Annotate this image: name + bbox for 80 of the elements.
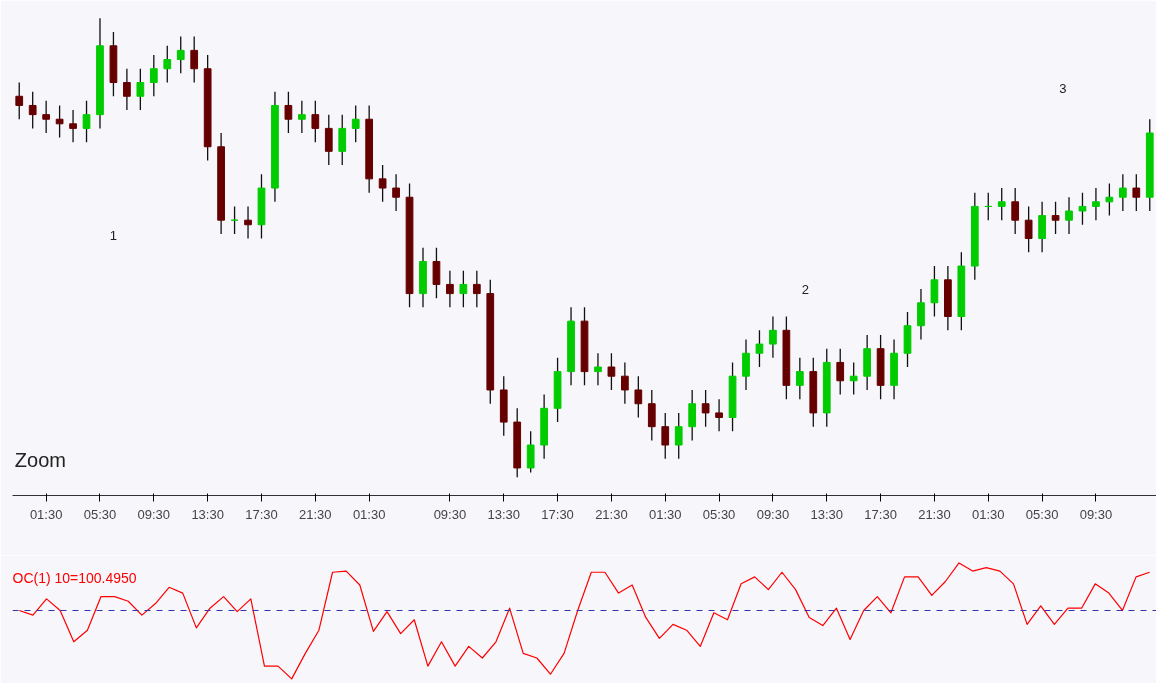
x-tick-label: 13:30: [487, 506, 521, 522]
x-tick-label: 01:30: [352, 506, 386, 522]
x-tick-label: 01:30: [648, 506, 682, 522]
candlestick: [338, 113, 347, 166]
candlestick: [472, 270, 481, 309]
candlestick: [688, 389, 697, 442]
x-tick-label: 13:30: [810, 506, 844, 522]
candlestick: [930, 265, 939, 318]
annotation: 3: [1059, 80, 1067, 96]
candlestick: [917, 288, 925, 341]
x-tick-label: 13:30: [191, 506, 224, 522]
candlestick: [769, 315, 777, 359]
candlestick: [392, 173, 400, 212]
candlestick: [324, 113, 333, 166]
x-tick-label: 05:30: [1025, 506, 1059, 522]
candlestick: [446, 270, 454, 309]
candlestick: [190, 35, 199, 84]
x-tick-label: 01:30: [29, 506, 63, 522]
candlestick: [298, 100, 306, 134]
candlestick: [459, 270, 468, 309]
candlestick: [647, 389, 656, 442]
x-tick-label: 21:30: [299, 506, 332, 522]
candlestick: [1065, 196, 1073, 235]
candlestick: [15, 81, 24, 120]
candlestick: [795, 357, 804, 400]
candlestick: [1078, 191, 1087, 226]
x-tick-label: 17:30: [541, 506, 574, 522]
candlestick: [634, 375, 643, 419]
x-tick-label: 17:30: [864, 506, 897, 522]
candlestick: [849, 361, 858, 396]
candlestick: [755, 329, 764, 368]
annotation: Zoom: [14, 448, 66, 471]
candlestick: [28, 91, 37, 130]
candlestick: [163, 45, 172, 84]
x-tick-label: 09:30: [756, 506, 790, 522]
candlestick: [661, 412, 670, 460]
candlestick: [715, 398, 723, 432]
candlestick: [1051, 201, 1060, 235]
x-tick-label: 09:30: [1079, 506, 1113, 522]
x-tick-label: 05:30: [702, 506, 736, 522]
candlestick: [607, 352, 616, 391]
annotation: 1: [109, 228, 117, 244]
candlestick: [1105, 182, 1114, 217]
candlestick: [836, 348, 845, 396]
candlestick: [1092, 187, 1100, 221]
candlestick: [284, 91, 293, 134]
candlestick: [742, 338, 750, 391]
annotation: 2: [801, 282, 810, 298]
candlestick: [526, 430, 535, 474]
candlestick: [69, 109, 77, 143]
candlestick: [432, 247, 441, 299]
candlestick: [1118, 173, 1127, 212]
candlestick: [42, 100, 51, 134]
candlestick: [351, 104, 360, 143]
candlestick: [701, 389, 710, 428]
candlestick: [997, 187, 1006, 221]
candlestick: [311, 100, 320, 143]
x-tick-label: 01:30: [972, 506, 1005, 522]
x-tick-label: 17:30: [245, 506, 278, 522]
candlestick: [594, 352, 602, 387]
candlestick: [1038, 201, 1046, 253]
candlestick: [123, 68, 131, 111]
candlestick: [55, 104, 64, 139]
x-tick-label: 21:30: [595, 506, 628, 522]
candlestick: [244, 205, 252, 240]
candlestick: [136, 68, 145, 111]
candlestick: [1011, 187, 1020, 235]
x-tick-label: 21:30: [918, 506, 951, 522]
x-tick-label: 05:30: [83, 506, 117, 522]
candlestick: [378, 164, 387, 203]
candlestick: [1132, 173, 1141, 212]
text: OC(1) 10=100.4950: [12, 569, 137, 586]
candlestick: [674, 412, 683, 460]
candlestick: [176, 35, 185, 74]
candlestick: [621, 361, 629, 405]
candlestick: [1024, 205, 1033, 253]
candlestick: [149, 54, 158, 97]
x-tick-label: 09:30: [433, 506, 467, 522]
candlestick: [82, 100, 91, 143]
x-tick-label: 09:30: [137, 506, 171, 522]
